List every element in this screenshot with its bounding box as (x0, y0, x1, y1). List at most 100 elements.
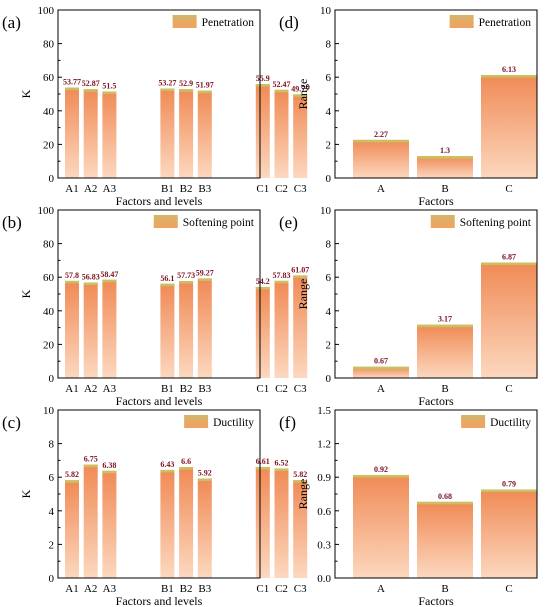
bar-d-b (417, 156, 473, 178)
x-tick-label-a-c2: C2 (275, 183, 288, 195)
x-tick-label-b-b2: B2 (180, 383, 193, 395)
bar-cap-c-a3 (102, 470, 117, 474)
bar-cap-c-a1 (65, 480, 79, 483)
y-tick-label-e-0: 0 (326, 373, 332, 385)
bar-a-b2 (179, 89, 194, 178)
x-tick-label-c-a1: A1 (65, 583, 78, 595)
bar-c-a3 (102, 470, 117, 578)
data-label-f-a: 0.92 (374, 465, 388, 474)
bar-b-b2 (179, 281, 194, 378)
x-tick-label-a-b3: B3 (198, 183, 211, 195)
data-label-c-c1: 6.61 (256, 457, 270, 466)
x-tick-label-c-c3: C3 (294, 583, 307, 595)
legend-label-f: Ductility (490, 417, 531, 429)
legend-swatch-a (172, 15, 197, 28)
bar-f-a (353, 474, 409, 578)
y-tick-label-d-4: 8 (326, 39, 332, 51)
bar-b-c2 (274, 280, 289, 378)
y-tick-label-d-5: 10 (320, 5, 332, 17)
bar-cap-d-b (417, 156, 473, 159)
x-tick-label-f-b: B (441, 583, 448, 595)
bar-d-a (353, 139, 409, 178)
bar-cap-d-a (353, 139, 409, 143)
bar-cap-a-b1 (160, 88, 175, 92)
x-axis-title-a: Factors and levels (116, 194, 203, 208)
bar-e-b (417, 324, 473, 378)
y-tick-label-b-2: 40 (43, 306, 55, 318)
bar-d-c (481, 75, 537, 178)
y-tick-label-b-1: 20 (43, 339, 55, 351)
x-tick-label-c-c1: C1 (256, 583, 269, 595)
data-label-b-a3: 58.47 (100, 270, 118, 279)
y-tick-label-a-1: 20 (43, 139, 55, 151)
x-tick-label-b-c2: C2 (275, 383, 288, 395)
bar-cap-c-b2 (179, 467, 194, 470)
x-axis-title-f: Factors (418, 594, 454, 607)
bar-cap-b-a1 (65, 280, 79, 284)
y-tick-label-c-3: 6 (49, 472, 55, 484)
x-tick-label-d-a: A (377, 183, 385, 195)
y-tick-label-d-3: 6 (326, 72, 332, 84)
x-tick-label-a-b2: B2 (180, 183, 193, 195)
data-label-a-c3: 49.77 (291, 84, 309, 93)
x-tick-label-c-a2: A2 (84, 583, 97, 595)
y-tick-label-a-0: 0 (49, 173, 55, 185)
legend-swatch-f (461, 415, 486, 428)
y-axis-title-e: Range (296, 279, 310, 310)
y-tick-label-b-0: 0 (49, 373, 55, 385)
x-tick-label-b-b1: B1 (161, 383, 174, 395)
y-tick-label-c-0: 0 (49, 573, 55, 585)
y-tick-label-c-4: 8 (49, 439, 55, 451)
bar-cap-e-a (353, 366, 409, 370)
data-label-b-b1: 56.1 (160, 274, 174, 283)
y-tick-label-d-1: 2 (326, 139, 332, 151)
y-axis-title-c: K (19, 489, 33, 498)
bar-a-b3 (197, 90, 212, 178)
data-label-b-c2: 57.83 (273, 271, 291, 280)
bar-cap-c-b3 (197, 478, 212, 482)
bar-c-b3 (197, 478, 212, 578)
bar-cap-b-a3 (102, 279, 117, 283)
bar-a-c2 (274, 89, 289, 178)
data-label-a-b2: 52.9 (179, 79, 193, 88)
bar-cap-a-c3 (293, 94, 308, 97)
bar-cap-a-b2 (179, 89, 194, 92)
bar-c-b2 (179, 467, 194, 578)
bar-f-b (417, 501, 473, 578)
y-tick-label-c-5: 10 (43, 405, 55, 417)
x-axis-title-c: Factors and levels (116, 594, 203, 607)
x-tick-label-e-b: B (441, 383, 448, 395)
data-label-d-a: 2.27 (374, 130, 388, 139)
y-axis-title-d: Range (296, 79, 310, 110)
y-axis-title-f: Range (296, 479, 310, 510)
data-label-c-c3: 5.82 (293, 470, 307, 479)
bar-b-c3 (293, 275, 308, 378)
data-label-a-c1: 55.9 (256, 74, 270, 83)
bar-cap-c-c3 (293, 480, 308, 483)
panel-label-a: (a) (2, 13, 21, 32)
legend-label-c: Ductility (213, 417, 254, 429)
bar-b-a1 (65, 280, 79, 378)
y-axis-title-b: K (19, 289, 33, 298)
panel-label-c: (c) (2, 413, 21, 432)
y-tick-label-e-3: 6 (326, 272, 332, 284)
x-tick-label-c-b3: B3 (198, 583, 211, 595)
data-label-c-b2: 6.6 (181, 457, 191, 466)
bar-cap-a-b3 (197, 90, 212, 94)
bar-cap-b-b1 (160, 283, 175, 287)
bar-b-a2 (83, 282, 98, 378)
y-tick-label-f-1: 0.3 (317, 539, 331, 551)
chart-panel-e: 0.67 A 3.17 B 6.87 C 0 2 4 6 8 10 Factors Range (e) Sof… (279, 205, 538, 408)
legend-label-e: Softening point (460, 217, 532, 229)
data-label-c-c2: 6.52 (275, 458, 289, 467)
bar-c-c3 (293, 480, 308, 578)
x-tick-label-e-c: C (505, 383, 512, 395)
bar-a-b1 (160, 88, 175, 178)
bar-cap-e-b (417, 324, 473, 328)
data-label-d-b: 1.3 (440, 146, 450, 155)
data-label-c-b3: 5.92 (198, 469, 212, 478)
data-label-f-b: 0.68 (438, 492, 452, 501)
bar-cap-c-c2 (274, 468, 289, 471)
x-tick-label-f-a: A (377, 583, 385, 595)
